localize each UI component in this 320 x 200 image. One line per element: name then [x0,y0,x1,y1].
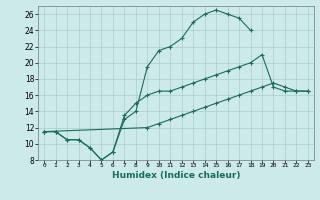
X-axis label: Humidex (Indice chaleur): Humidex (Indice chaleur) [112,171,240,180]
